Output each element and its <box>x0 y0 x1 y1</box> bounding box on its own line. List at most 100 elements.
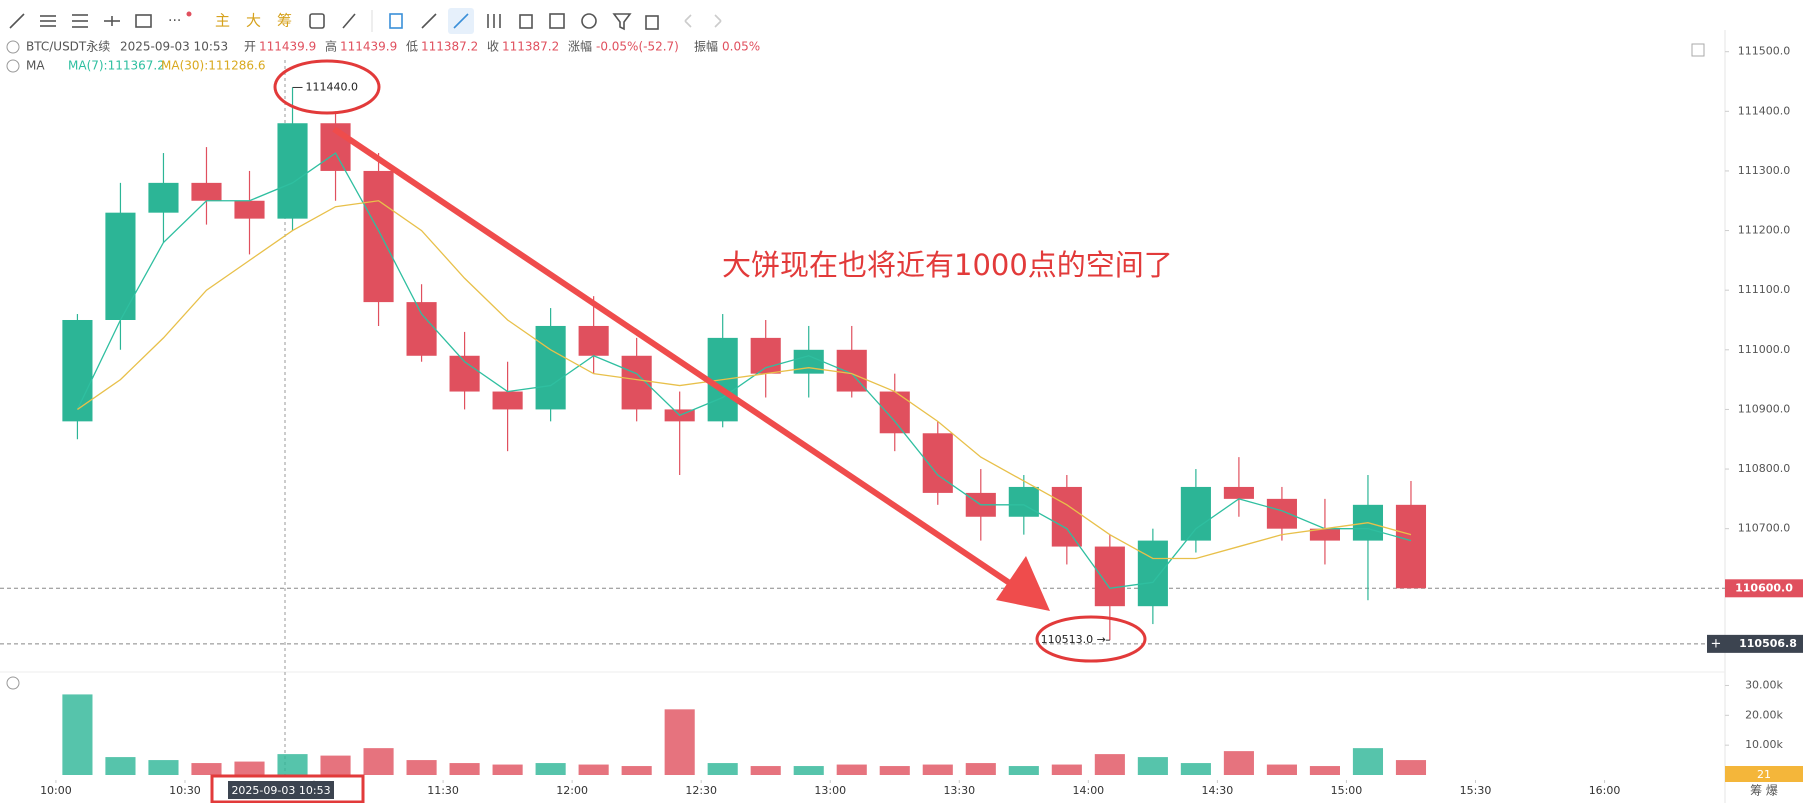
volume-bar <box>1137 757 1168 775</box>
volume-bar <box>1051 764 1082 775</box>
crosshair-label: 2025-09-03 10:53 <box>231 784 330 797</box>
tool-icon[interactable]: 筹 <box>277 12 292 30</box>
box-annotation <box>210 774 365 803</box>
info-label: 振幅 <box>694 39 718 54</box>
volume-bar <box>1094 754 1125 775</box>
fullscreen-icon[interactable] <box>1691 43 1705 57</box>
candle-body <box>191 182 222 201</box>
price-label-bg <box>1725 579 1803 598</box>
x-tick-label: 10:30 <box>169 784 201 797</box>
tool-icon[interactable] <box>487 14 501 28</box>
candle-body <box>105 212 136 320</box>
toggle-icon[interactable] <box>6 676 20 690</box>
info-value: 111387.2 <box>502 40 559 54</box>
tool-icon[interactable] <box>612 13 632 31</box>
x-tick-label: 12:30 <box>685 784 717 797</box>
x-tick-label: 15:00 <box>1331 784 1363 797</box>
dot <box>186 11 192 17</box>
volume-bar <box>621 766 652 775</box>
info-value: 111439.9 <box>340 40 397 54</box>
volume-bar <box>1309 766 1340 775</box>
info-time: 2025-09-03 10:53 <box>120 40 228 54</box>
candle-body <box>1395 504 1427 589</box>
toggle-icon[interactable] <box>6 40 20 54</box>
price-label: 110506.8 <box>1739 637 1797 650</box>
candle-body <box>578 325 609 356</box>
candle-body <box>1051 486 1082 547</box>
volume-badge-bg <box>1725 766 1803 782</box>
x-tick-label: 15:30 <box>1460 784 1492 797</box>
info-value: 111387.2 <box>421 40 478 54</box>
toggle-icon[interactable] <box>6 59 20 73</box>
price-label-bg <box>1707 634 1803 653</box>
circle-annotation <box>1035 615 1147 663</box>
candle-body <box>535 325 566 410</box>
y-tick-label: 111500.0 <box>1738 45 1791 58</box>
annotation-text: 大饼现在也将近有1000点的空间了 <box>722 248 1173 282</box>
tool-icon[interactable]: ··· <box>168 13 181 29</box>
tool-icon[interactable] <box>135 14 152 28</box>
candle-body <box>363 170 394 303</box>
volume-bar <box>750 766 781 775</box>
tool-icon[interactable] <box>549 13 565 29</box>
x-tick-label: 12:00 <box>556 784 588 797</box>
tool-icon[interactable] <box>72 14 88 28</box>
candle-body <box>879 391 910 434</box>
info-value: 111439.9 <box>259 40 316 54</box>
volume-bar <box>1395 760 1427 775</box>
tool-icon[interactable] <box>9 13 25 29</box>
toolbar: ··· 主 大 筹 <box>9 8 722 34</box>
low-marker: 110513.0 → <box>1041 633 1106 646</box>
drawings: 大饼现在也将近有1000点的空间了 <box>273 59 1173 663</box>
info-symbol: BTC/USDT永续 <box>26 40 110 54</box>
tool-icon[interactable] <box>421 13 437 29</box>
info-label: 开 <box>244 40 256 54</box>
x-tick-label: 16:00 <box>1589 784 1621 797</box>
v-tick-label: 20.00k <box>1745 708 1783 721</box>
indicator-name: MA <box>26 59 45 73</box>
y-tick-label: 111400.0 <box>1738 104 1791 117</box>
v-tick-label: 30.00k <box>1745 678 1783 691</box>
y-tick-label: 110900.0 <box>1738 402 1791 415</box>
tool-icon[interactable] <box>714 14 722 28</box>
info-value: -0.05%(-52.7) <box>596 40 679 54</box>
candle-body <box>492 391 523 410</box>
volume-bar <box>1223 751 1254 775</box>
tool-icon[interactable]: 大 <box>246 12 261 30</box>
tool-icon[interactable] <box>389 13 403 29</box>
info-row: BTC/USDT永续 2025-09-03 10:53 开 111439.9 高… <box>6 39 1705 73</box>
x-tick-label: 11:30 <box>427 784 459 797</box>
crosshair-label-bg <box>228 781 334 799</box>
tool-icon[interactable] <box>684 14 692 28</box>
candle-body <box>1309 528 1340 541</box>
tool-icon[interactable] <box>581 13 597 29</box>
tool-icon[interactable] <box>104 16 120 26</box>
candle-body <box>621 355 652 410</box>
volume-bar <box>578 764 609 775</box>
price-label: 110600.0 <box>1735 581 1793 594</box>
tool-icon[interactable] <box>309 13 325 29</box>
arrow <box>332 126 1022 593</box>
volume-bar <box>191 763 222 775</box>
candle-body <box>277 123 308 219</box>
high-marker: 111440.0 <box>306 80 359 93</box>
plus-icon: + <box>1711 636 1722 651</box>
tool-icon[interactable] <box>519 14 533 29</box>
tool-icon[interactable] <box>40 15 56 27</box>
tool-icon[interactable] <box>645 15 659 30</box>
candle-body <box>1008 486 1039 517</box>
y-tick-label: 111300.0 <box>1738 164 1791 177</box>
tool-icon[interactable]: 主 <box>215 12 230 30</box>
volume-bar <box>148 760 179 775</box>
legend-entry: MA(30):111286.6 <box>161 59 266 73</box>
corner-labels[interactable]: 筹 爆 <box>1750 784 1778 798</box>
candle-body <box>1094 546 1125 607</box>
volume-bar <box>1008 766 1039 775</box>
candle-body <box>1223 486 1254 499</box>
y-tick-label: 110800.0 <box>1738 462 1791 475</box>
candle-body <box>1180 486 1211 541</box>
volume-bar <box>664 709 695 775</box>
volume-bar <box>105 757 136 775</box>
tool-icon[interactable] <box>342 13 356 29</box>
